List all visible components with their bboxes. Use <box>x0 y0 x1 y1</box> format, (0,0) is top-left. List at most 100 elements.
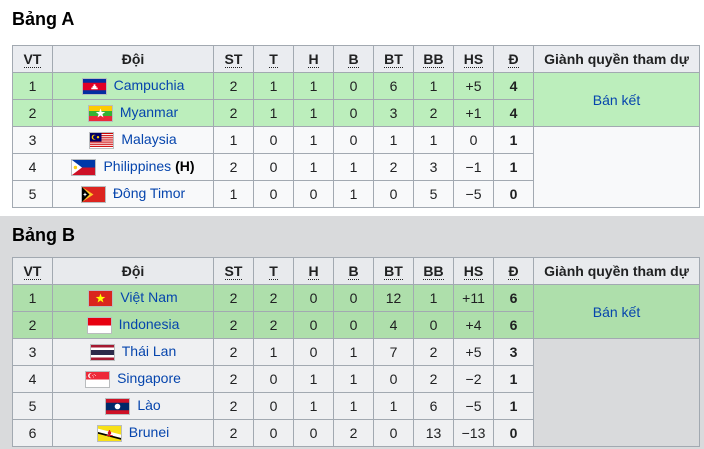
flag-indonesia-icon <box>86 316 112 334</box>
stat-cell: 0 <box>293 311 334 339</box>
team-cell: Philippines (H) <box>52 153 214 181</box>
column-header-label: Đội <box>121 51 145 67</box>
team-link[interactable]: Việt Nam <box>120 289 178 306</box>
team-link[interactable]: Brunei <box>128 424 170 441</box>
table-row: 5 Đông Timor 1 0 0 1 0 5 −5 0 <box>12 180 700 208</box>
stat-cell: 0 <box>253 126 294 154</box>
stat-cell: 2 <box>213 153 254 181</box>
column-header-t: T <box>253 45 294 73</box>
column-header-label: Đ <box>508 262 519 280</box>
group-a-heading: Bảng A <box>12 9 75 29</box>
team-link[interactable]: Philippines <box>103 158 172 175</box>
stat-cell: 0 <box>293 180 334 208</box>
stat-cell: 6 <box>493 284 534 312</box>
stat-cell: +5 <box>453 72 494 100</box>
header-row: VT Đội ST T H B BT BB HS Đ Giành quyền tham dự <box>12 257 700 285</box>
flag-laos-icon <box>105 397 131 415</box>
stat-cell: 0 <box>413 311 454 339</box>
team-link[interactable]: Myanmar <box>119 104 179 121</box>
column-header-label: HS <box>463 262 484 280</box>
flag-myanmar-icon <box>87 104 113 122</box>
team-cell: Malaysia <box>52 126 214 154</box>
stat-cell: 0 <box>253 153 294 181</box>
flag-thailand-icon <box>89 343 115 361</box>
stat-cell: 2 <box>213 338 254 366</box>
group-b-standings-table: VT Đội ST T H B BT BB HS Đ Giành quyền tham dự 1 Việ… <box>12 257 700 447</box>
team-cell: Myanmar <box>52 99 214 127</box>
team-link[interactable]: Singapore <box>117 370 181 387</box>
stat-cell: 1 <box>293 99 334 127</box>
stat-cell: 0 <box>333 99 374 127</box>
stat-cell: 0 <box>293 284 334 312</box>
team-link[interactable]: Indonesia <box>118 316 180 333</box>
stat-cell: 6 <box>413 392 454 420</box>
stat-cell: 1 <box>413 284 454 312</box>
team-cell: Lào <box>52 392 214 420</box>
stat-cell: 0 <box>373 419 414 447</box>
team-link[interactable]: Campuchia <box>113 77 185 94</box>
stat-cell: 0 <box>293 419 334 447</box>
stat-cell: 3 <box>373 99 414 127</box>
stat-cell: 0 <box>373 365 414 393</box>
qualification-cell: Bán kết <box>533 72 700 127</box>
column-header-hs: HS <box>453 45 494 73</box>
stat-cell: 2 <box>213 419 254 447</box>
stat-cell: 1 <box>493 126 534 154</box>
column-header-label: BT <box>384 50 403 68</box>
column-header-h: H <box>293 45 334 73</box>
column-header-label: B <box>348 50 359 68</box>
column-header-label: Giành quyền tham dự <box>544 51 689 67</box>
rank-cell: 1 <box>12 284 53 312</box>
rank-cell: 1 <box>12 72 53 100</box>
team-link[interactable]: Đông Timor <box>112 185 186 202</box>
stat-cell: 6 <box>493 311 534 339</box>
column-header-st: ST <box>213 45 254 73</box>
column-header-label: H <box>308 262 319 280</box>
column-header-label: VT <box>23 262 42 280</box>
stat-cell: 2 <box>213 365 254 393</box>
column-header-label: BB <box>423 50 444 68</box>
team-link[interactable]: Lào <box>137 397 161 414</box>
rank-cell: 4 <box>12 153 53 181</box>
team-link[interactable]: Thái Lan <box>121 343 177 360</box>
column-header-label: Đội <box>121 263 145 279</box>
qualification-empty-cell <box>533 126 700 208</box>
stat-cell: 0 <box>493 419 534 447</box>
stat-cell: 3 <box>493 338 534 366</box>
ban-ket-link[interactable]: Bán kết <box>592 303 641 320</box>
stat-cell: 0 <box>493 180 534 208</box>
table-row: 2 Indonesia 2 2 0 0 4 0 +4 6 <box>12 311 700 339</box>
stat-cell: 2 <box>213 284 254 312</box>
stat-cell: 0 <box>253 419 294 447</box>
team-link[interactable]: Malaysia <box>121 131 177 148</box>
stat-cell: 2 <box>373 153 414 181</box>
group-b-heading: Bảng B <box>12 225 75 245</box>
column-header-b: B <box>333 45 374 73</box>
stat-cell: 0 <box>253 180 294 208</box>
team-cell: Indonesia <box>52 311 214 339</box>
stat-cell: 1 <box>493 153 534 181</box>
stat-cell: 1 <box>333 365 374 393</box>
rank-cell: 3 <box>12 126 53 154</box>
stat-cell: 1 <box>333 392 374 420</box>
team-cell: Singapore <box>52 365 214 393</box>
flag-singapore-icon <box>85 370 111 388</box>
stat-cell: 2 <box>213 99 254 127</box>
column-header-giành-quyền-tham-dự: Giành quyền tham dự <box>533 257 700 285</box>
rank-cell: 2 <box>12 99 53 127</box>
stat-cell: 1 <box>253 72 294 100</box>
column-header-label: HS <box>463 50 484 68</box>
stat-cell: 13 <box>413 419 454 447</box>
rank-cell: 2 <box>12 311 53 339</box>
team-cell: Brunei <box>52 419 214 447</box>
column-header-bt: BT <box>373 257 414 285</box>
column-header-đ: Đ <box>493 257 534 285</box>
ban-ket-link[interactable]: Bán kết <box>592 91 641 108</box>
stat-cell: 0 <box>293 338 334 366</box>
rank-cell: 5 <box>12 180 53 208</box>
column-header-bt: BT <box>373 45 414 73</box>
stat-cell: 0 <box>253 365 294 393</box>
stat-cell: 0 <box>373 180 414 208</box>
column-header-b: B <box>333 257 374 285</box>
stat-cell: 3 <box>413 153 454 181</box>
